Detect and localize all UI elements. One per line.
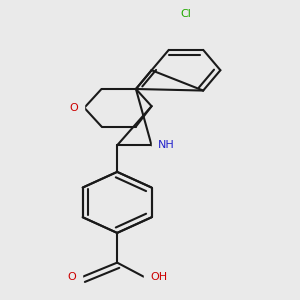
Text: NH: NH: [158, 140, 175, 150]
Text: OH: OH: [150, 272, 167, 282]
Text: O: O: [69, 103, 78, 113]
Text: O: O: [68, 272, 76, 282]
Text: Cl: Cl: [181, 9, 191, 19]
